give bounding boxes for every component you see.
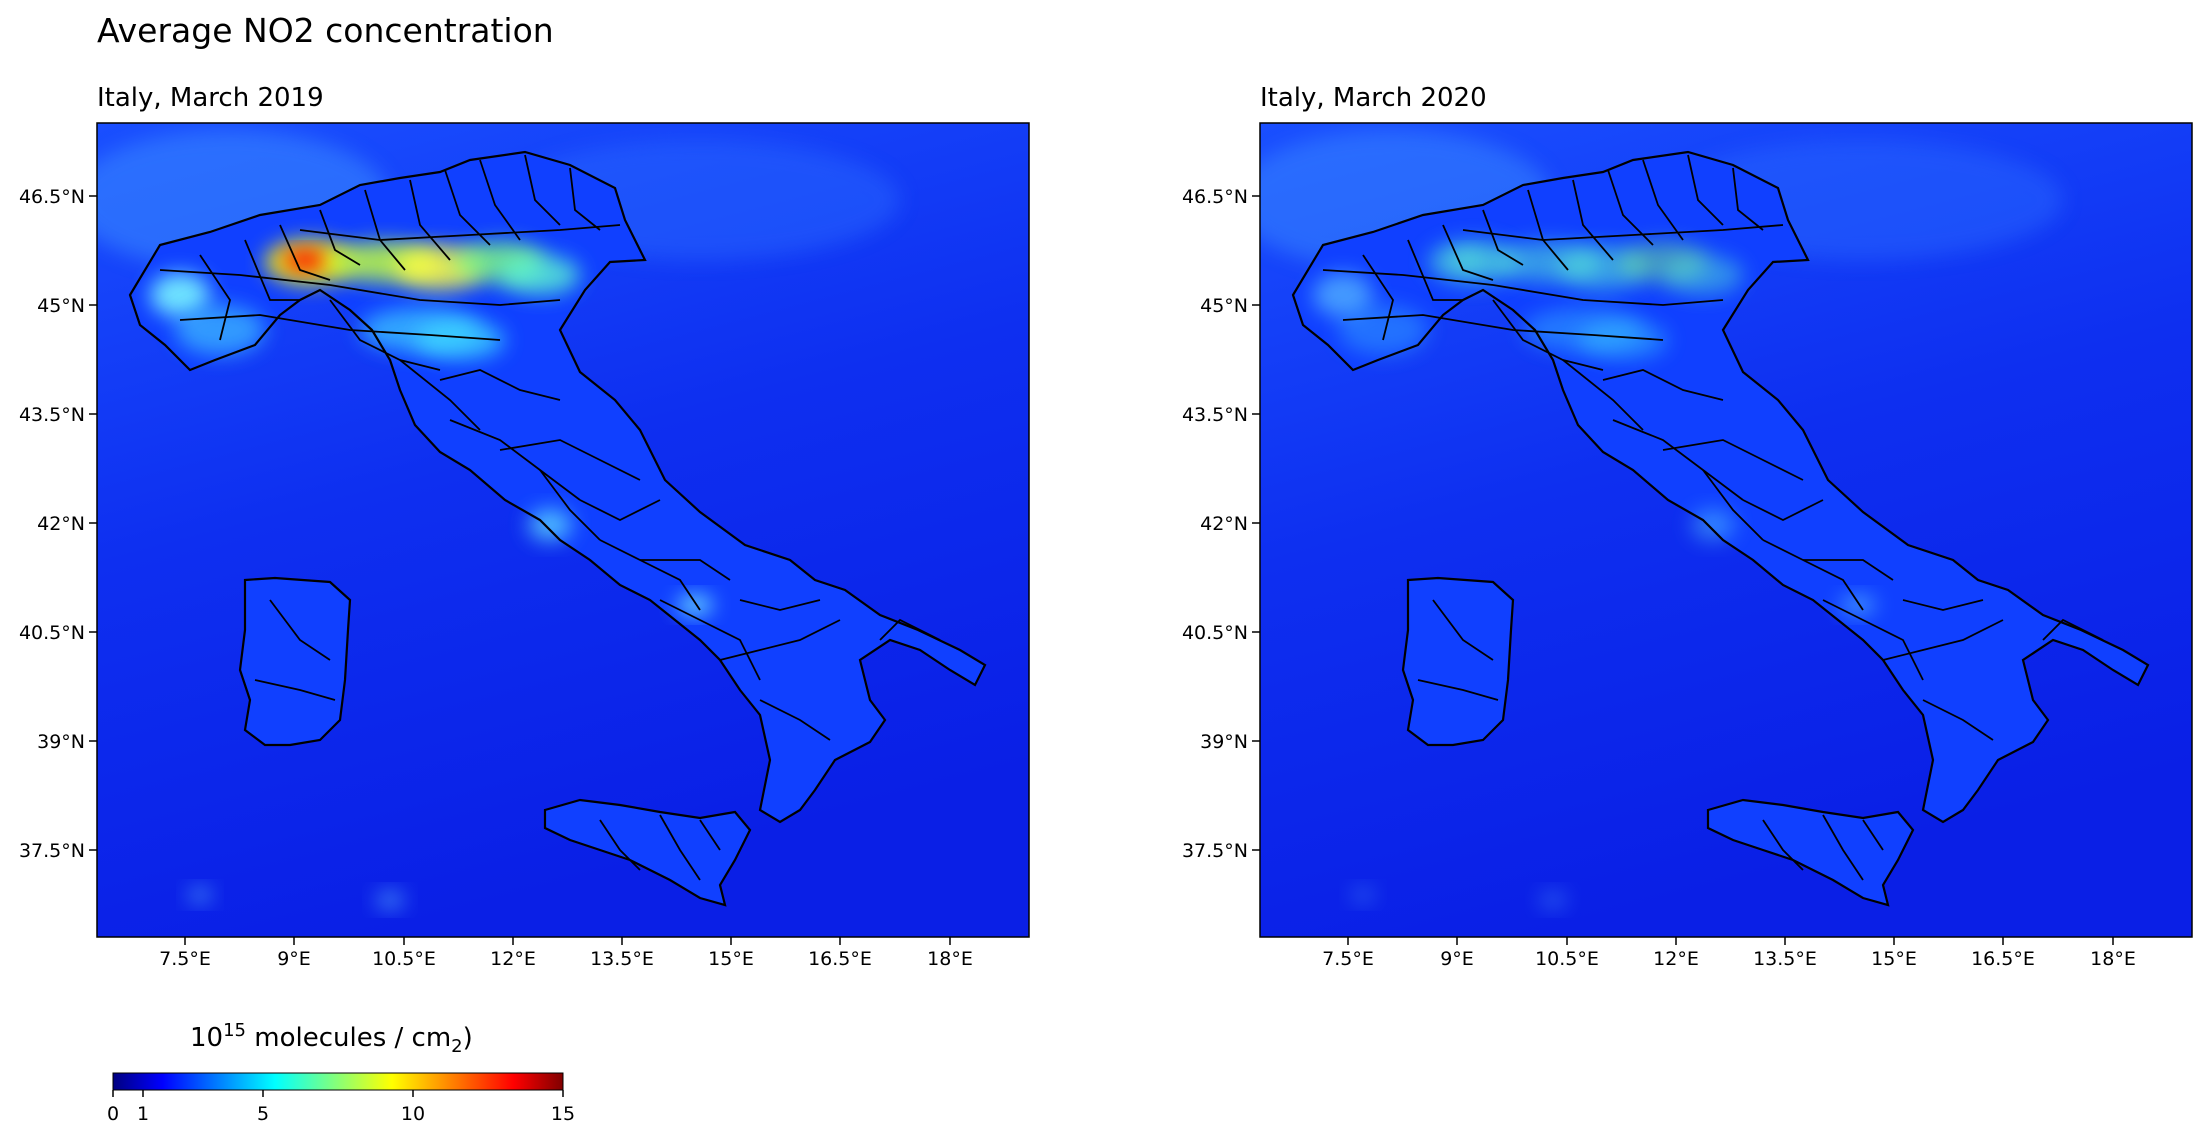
no2-hotspot bbox=[415, 320, 505, 360]
x-tick-label: 7.5°E bbox=[1322, 948, 1374, 970]
x-tick-label: 9°E bbox=[1440, 948, 1474, 970]
y-tick-label: 40.5°N bbox=[1182, 622, 1248, 644]
axis-ticks-2020: 7.5°E 9°E 10.5°E 12°E 13.5°E 15°E 16.5°E 18°E 46… bbox=[1182, 186, 2136, 970]
x-tick-label: 15°E bbox=[1871, 948, 1917, 970]
colorbar-tick-label: 1 bbox=[137, 1103, 149, 1125]
no2-hotspot bbox=[376, 891, 404, 909]
no2-hotspot bbox=[1840, 595, 1876, 615]
x-tick-label: 12°E bbox=[1653, 948, 1699, 970]
axis-ticks-2019: 7.5°E 9°E 10.5°E 12°E 13.5°E 15°E 16.5°E 18°E 46… bbox=[19, 186, 973, 970]
no2-hotspot bbox=[175, 305, 265, 355]
x-tick-label: 18°E bbox=[927, 948, 973, 970]
colorbar-label: 1015 molecules / cm2) bbox=[190, 1020, 473, 1057]
y-tick-label: 40.5°N bbox=[19, 622, 85, 644]
x-tick-label: 10.5°E bbox=[1535, 948, 1599, 970]
no2-hotspot bbox=[500, 255, 580, 295]
no2-hotspot bbox=[1351, 887, 1375, 903]
colorbar-tick-label: 5 bbox=[257, 1103, 269, 1125]
no2-hotspot bbox=[150, 273, 210, 317]
colorbar-tick-label: 10 bbox=[401, 1103, 425, 1125]
y-tick-label: 45°N bbox=[1200, 295, 1248, 317]
y-tick-label: 43.5°N bbox=[1182, 404, 1248, 426]
y-tick-label: 46.5°N bbox=[1182, 186, 1248, 208]
map-panel-2019: Italy, March 2019 7.5°E 9°E 10.5°E 12°E 13.5… bbox=[19, 83, 1030, 970]
map-frame-2020 bbox=[1259, 122, 2193, 938]
x-tick-label: 9°E bbox=[277, 948, 311, 970]
map-frame-2019 bbox=[96, 122, 1030, 938]
panel-title-2019: Italy, March 2019 bbox=[97, 83, 324, 113]
x-tick-label: 13.5°E bbox=[1753, 948, 1817, 970]
y-tick-label: 37.5°N bbox=[19, 840, 85, 862]
map-panel-2020: Italy, March 2020 7.5°E 9°E 10.5°E 12°E 13.5… bbox=[1182, 83, 2193, 970]
x-tick-label: 16.5°E bbox=[1971, 948, 2035, 970]
x-tick-label: 7.5°E bbox=[159, 948, 211, 970]
no2-hotspot bbox=[1313, 273, 1373, 317]
panel-title-2020: Italy, March 2020 bbox=[1260, 83, 1487, 113]
no2-hotspot bbox=[188, 887, 212, 903]
no2-hotspot bbox=[1691, 509, 1735, 541]
colorbar-tick-label: 0 bbox=[107, 1103, 119, 1125]
no2-hotspot bbox=[1539, 891, 1567, 909]
x-tick-label: 10.5°E bbox=[372, 948, 436, 970]
no2-hotspots-2019 bbox=[150, 240, 713, 909]
no2-hotspot bbox=[1446, 250, 1490, 270]
x-tick-label: 16.5°E bbox=[808, 948, 872, 970]
colorbar-tick-label: 15 bbox=[551, 1103, 575, 1125]
y-tick-label: 42°N bbox=[1200, 513, 1248, 535]
figure-title: Average NO2 concentration bbox=[97, 11, 554, 50]
x-tick-label: 13.5°E bbox=[590, 948, 654, 970]
no2-hotspot bbox=[528, 509, 572, 541]
y-tick-label: 42°N bbox=[37, 513, 85, 535]
colorbar: 1015 molecules / cm2) 0 1 5 10 15 bbox=[107, 1020, 575, 1125]
y-tick-label: 39°N bbox=[37, 731, 85, 753]
colorbar-gradient bbox=[112, 1072, 564, 1091]
no2-hotspot bbox=[1578, 320, 1668, 360]
y-tick-label: 39°N bbox=[1200, 731, 1248, 753]
no2-hotspot bbox=[1663, 255, 1743, 295]
y-tick-label: 45°N bbox=[37, 295, 85, 317]
x-tick-label: 18°E bbox=[2090, 948, 2136, 970]
no2-hotspots-2020 bbox=[1313, 240, 1876, 909]
no2-hotspot bbox=[677, 595, 713, 615]
y-tick-label: 43.5°N bbox=[19, 404, 85, 426]
x-tick-label: 15°E bbox=[708, 948, 754, 970]
colorbar-ticks: 0 1 5 10 15 bbox=[107, 1090, 575, 1125]
x-tick-label: 12°E bbox=[490, 948, 536, 970]
y-tick-label: 37.5°N bbox=[1182, 840, 1248, 862]
no2-hotspot bbox=[1338, 305, 1428, 355]
no2-hotspot bbox=[283, 250, 327, 270]
y-tick-label: 46.5°N bbox=[19, 186, 85, 208]
